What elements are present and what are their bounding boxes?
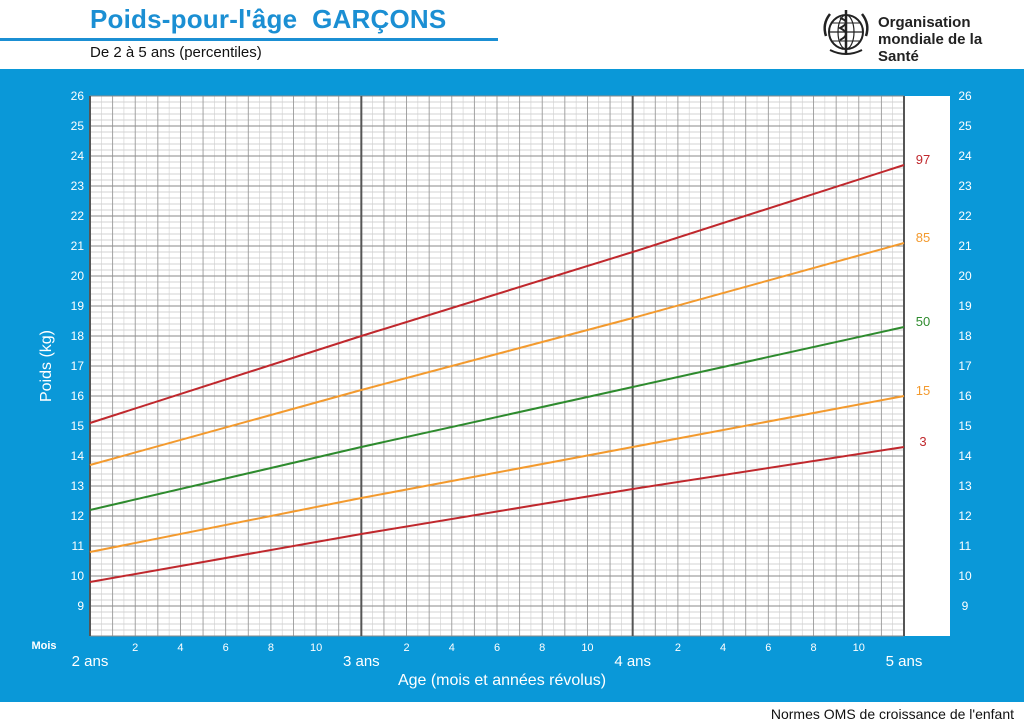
month-tick-label: 6 [223,642,229,654]
y-tick-label-right: 23 [958,179,972,193]
y-tick-label-right: 25 [958,119,972,133]
page-title: Poids-pour-l'âge GARÇONS [90,4,447,34]
y-tick-label-left: 22 [71,209,85,223]
y-tick-label-right: 24 [958,149,972,163]
y-tick-label-right: 10 [958,569,972,583]
month-tick-label: 2 [132,642,138,654]
percentile-3-label: 3 [919,434,926,449]
y-tick-label-right: 19 [958,299,972,313]
month-tick-label: 8 [539,642,545,654]
y-tick-label-right: 26 [958,89,972,103]
percentile-97-line [89,164,905,424]
y-tick-label-right: 18 [958,329,972,343]
y-tick-label-left: 12 [71,509,85,523]
y-tick-label-right: 16 [958,389,972,403]
y-tick-label-left: 26 [71,89,85,103]
y-tick-label-left: 14 [71,449,85,463]
percentile-97-label: 97 [916,152,930,167]
month-tick-label: 10 [581,642,593,654]
y-tick-label-right: 14 [958,449,972,463]
y-tick-label-left: 18 [71,329,85,343]
y-axis-label: Poids (kg) [38,330,55,402]
percentile-85-line [89,242,905,466]
month-tick-label: 6 [765,642,771,654]
year-tick-label: 5 ans [886,653,923,670]
month-tick-label: 8 [268,642,274,654]
y-tick-label-right: 17 [958,359,972,373]
year-tick-label: 3 ans [343,653,380,670]
y-tick-label-right: 15 [958,419,972,433]
x-axis-label: Age (mois et années révolus) [398,672,606,689]
y-tick-label-left: 11 [72,539,85,553]
percentile-15-label: 15 [916,383,930,398]
organization-line1: Organisation [878,14,971,31]
month-tick-label: 10 [310,642,322,654]
month-tick-label: 4 [177,642,183,654]
label-column [904,96,950,636]
month-tick-label: 10 [853,642,865,654]
y-tick-label-right: 9 [962,599,969,613]
month-tick-label: 6 [494,642,500,654]
who-logo-block: Organisation mondiale de la Santé [820,6,1020,65]
percentile-3-line [89,446,905,583]
title-underline [0,38,498,41]
month-tick-label: 8 [810,642,816,654]
month-tick-label: 2 [675,642,681,654]
month-tick-label: 4 [449,642,455,654]
percentile-50-label: 50 [916,314,930,329]
growth-chart: 3 15 50 85 97 9 9 10 10 11 11 12 12 13 13 14 14 15 15 16 16… [31,89,972,689]
y-tick-label-right: 12 [958,509,972,523]
x-unit-label: Mois [31,640,56,652]
y-tick-label-left: 16 [71,389,85,403]
month-tick-label: 4 [720,642,726,654]
y-tick-label-left: 9 [77,599,84,613]
y-tick-label-left: 17 [71,359,85,373]
percentile-15-line [89,395,905,553]
y-tick-label-left: 24 [71,149,85,163]
y-tick-label-right: 20 [958,269,972,283]
year-tick-label: 4 ans [614,653,651,670]
month-tick-label: 2 [403,642,409,654]
page-subtitle: De 2 à 5 ans (percentiles) [90,44,262,61]
y-tick-label-right: 21 [958,239,972,253]
y-tick-label-right: 11 [959,539,972,553]
y-tick-label-left: 15 [71,419,85,433]
who-emblem-icon [823,10,869,55]
y-tick-label-left: 13 [71,479,85,493]
y-tick-label-right: 22 [958,209,972,223]
organization-line2: mondiale de la Santé [878,31,983,65]
chart-panel: 3 15 50 85 97 9 9 10 10 11 11 12 12 13 13 14 14 15 15 16 16… [0,69,1024,702]
y-tick-label-left: 20 [71,269,85,283]
y-tick-label-right: 13 [958,479,972,493]
organization-name: Organisation mondiale de la Santé [878,14,1020,65]
footer-text: Normes OMS de croissance de l'enfant [770,706,1014,722]
y-tick-label-left: 10 [71,569,85,583]
y-tick-label-left: 21 [71,239,85,253]
y-tick-label-left: 19 [71,299,85,313]
y-tick-label-left: 23 [71,179,85,193]
percentile-85-label: 85 [916,230,930,245]
year-tick-label: 2 ans [72,653,109,670]
y-tick-label-left: 25 [71,119,85,133]
percentile-50-line [89,326,905,511]
